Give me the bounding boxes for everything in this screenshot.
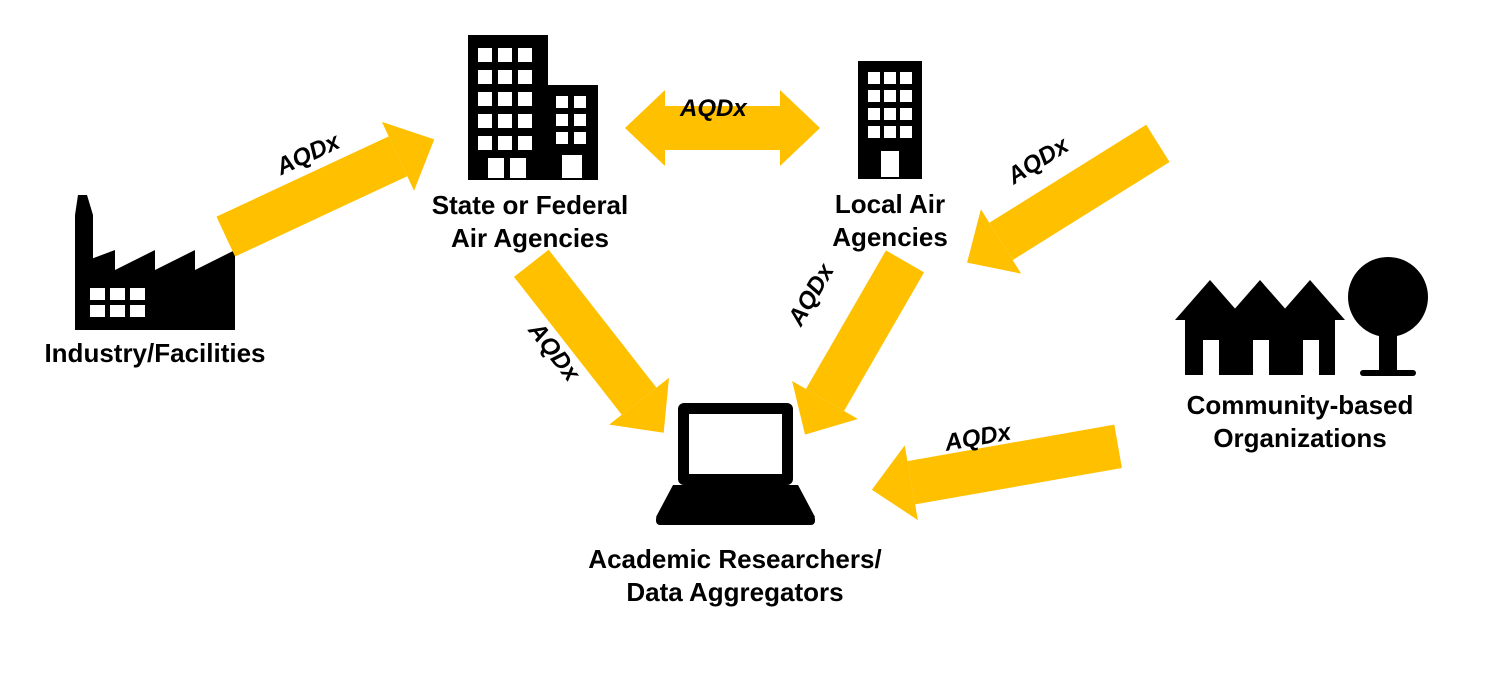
node-state: State or Federal Air Agencies	[400, 30, 660, 254]
arrow-shaft	[514, 250, 656, 415]
node-local-label: Local Air Agencies	[800, 188, 980, 253]
arrow-shaft	[806, 250, 924, 411]
arrow-head-left	[625, 90, 665, 166]
node-academic-label: Academic Researchers/ Data Aggregators	[565, 543, 905, 608]
arrow-local-to-academic	[772, 242, 938, 453]
arrow-shaft	[989, 125, 1169, 260]
node-industry-label: Industry/Facilities	[25, 337, 285, 370]
node-state-label: State or Federal Air Agencies	[400, 189, 660, 254]
building-icon	[850, 56, 930, 179]
node-community: Community-based Organizations	[1140, 255, 1460, 454]
community-icon	[1170, 255, 1430, 380]
node-local: Local Air Agencies	[800, 56, 980, 253]
arrow-shaft	[216, 136, 407, 256]
arrow-shaft	[665, 106, 780, 150]
node-community-label: Community-based Organizations	[1140, 389, 1460, 454]
arrow-head-right	[780, 90, 820, 166]
arrow-state-to-local	[625, 90, 820, 166]
buildings-icon	[458, 30, 603, 180]
arrow-shaft	[907, 425, 1121, 505]
